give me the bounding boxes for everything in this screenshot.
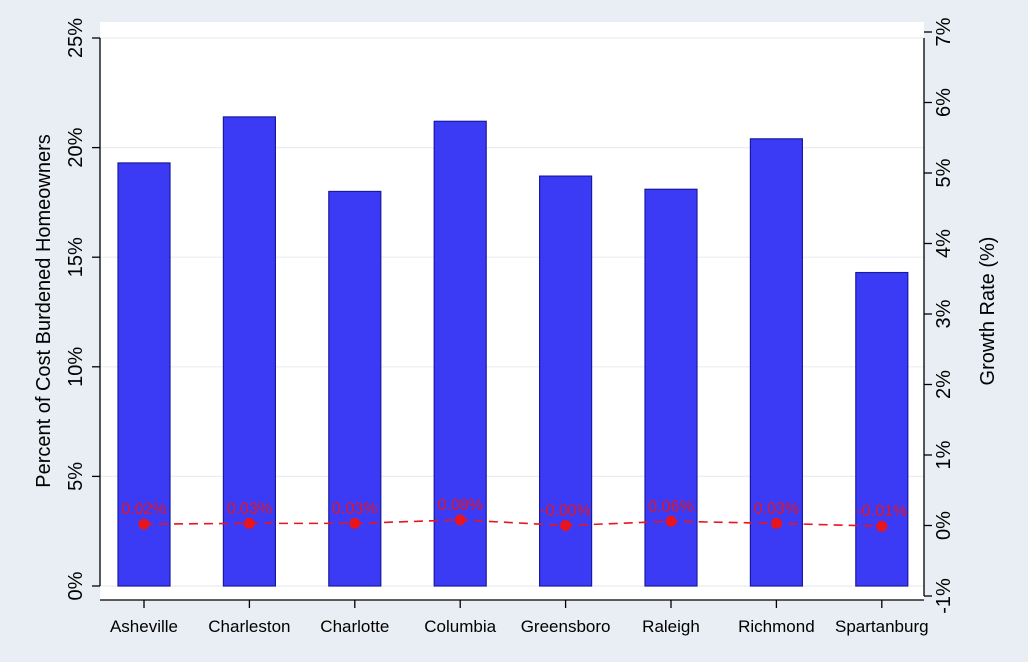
- growth-point: [560, 520, 572, 531]
- bar: [855, 271, 909, 587]
- growth-data-label: 0.06%: [648, 498, 693, 515]
- growth-points: [138, 514, 888, 532]
- growth-point: [665, 515, 677, 527]
- bar: [222, 116, 276, 587]
- x-tick-label: Charlotte: [320, 617, 389, 636]
- x-tick-label: Columbia: [424, 617, 496, 636]
- growth-labels: 0.02% 0.03% 0.03% 0.08% -0.00% 0.06% 0.03% -0.0…: [121, 497, 907, 520]
- y-tick-label: 15%: [65, 237, 87, 277]
- growth-point: [876, 520, 888, 532]
- growth-point: [349, 517, 361, 529]
- growth-line: [143, 519, 882, 528]
- growth-data-label: 0.03%: [332, 500, 377, 517]
- bar: [433, 120, 487, 587]
- y-tick-label: 10%: [65, 347, 87, 387]
- growth-data-label: 0.03%: [227, 500, 272, 517]
- bar: [538, 175, 593, 587]
- y2-tick-label: 7%: [933, 17, 955, 46]
- growth-line-path: [143, 519, 882, 528]
- growth-data-label: 0.08%: [438, 497, 483, 514]
- y-tick-label: 25%: [65, 18, 87, 58]
- y2-axis-title: Growth Rate (%): [977, 237, 999, 386]
- growth-data-label: 0.02%: [121, 501, 166, 518]
- y-tick-label: 0%: [65, 571, 87, 600]
- growth-point: [138, 518, 150, 530]
- x-tick-label: Greensboro: [521, 617, 611, 636]
- x-tick-label: Raleigh: [642, 617, 700, 636]
- growth-data-label: -0.00%: [540, 503, 591, 520]
- y2-tick-label: 3%: [933, 299, 955, 328]
- y-ticks: 0% 5% 10% 15% 20% 25%: [65, 18, 100, 600]
- growth-data-label: 0.03%: [754, 500, 799, 517]
- x-tick-label: Richmond: [738, 617, 815, 636]
- bar: [117, 162, 171, 587]
- y2-ticks: -1% 0% 1% 2% 3% 4% 5% 6% 7%: [924, 17, 955, 614]
- y2-tick-label: 0%: [933, 511, 955, 540]
- y2-tick-label: 5%: [933, 158, 955, 187]
- growth-point: [454, 514, 466, 526]
- y-axis-title: Percent of Cost Burdened Homeowners: [33, 134, 55, 488]
- bars: [117, 116, 909, 587]
- y2-tick-label: 4%: [933, 229, 955, 258]
- bar: [749, 138, 804, 587]
- y2-tick-label: -1%: [933, 578, 955, 614]
- x-ticks: Asheville Charleston Charlotte Columbia Gree…: [110, 600, 929, 636]
- y-tick-label: 5%: [65, 462, 87, 491]
- y2-tick-label: 1%: [933, 440, 955, 469]
- y2-tick-label: 2%: [933, 370, 955, 399]
- y2-tick-label: 6%: [933, 88, 955, 117]
- y-tick-label: 20%: [65, 127, 87, 167]
- growth-data-label: -0.01%: [856, 503, 907, 520]
- x-tick-label: Asheville: [110, 617, 178, 636]
- growth-point: [243, 517, 255, 529]
- growth-point: [770, 517, 782, 529]
- x-tick-label: Charleston: [208, 617, 290, 636]
- x-tick-label: Spartanburg: [835, 617, 929, 636]
